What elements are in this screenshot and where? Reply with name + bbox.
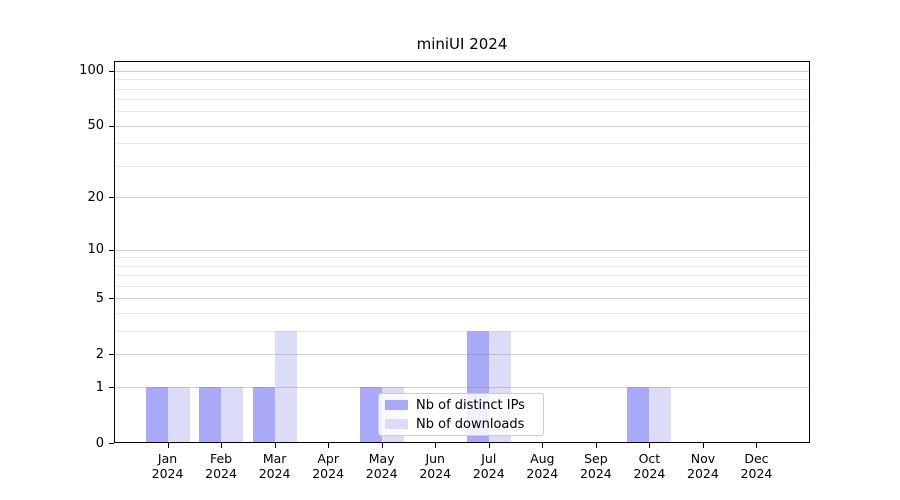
x-tick-label-apr: Apr 2024 [298,451,358,481]
y-tick-label-20: 20 [87,189,104,205]
gridline-40 [115,143,809,145]
y-tick-5 [109,298,114,300]
x-tick-mar [274,443,276,448]
x-tick-oct [649,443,651,448]
x-tick-year: 2024 [205,466,237,481]
y-tick-label-50: 50 [87,118,104,134]
x-tick-label-dec: Dec 2024 [726,451,786,481]
x-tick-year: 2024 [258,466,291,481]
gridline-60 [115,111,809,113]
gridline-6 [115,286,809,288]
legend-swatch-downloads [385,419,408,429]
legend-item-downloads: Nb of downloads [385,417,537,432]
gridline-100 [115,70,809,72]
x-tick-label-sep: Sep 2024 [566,451,626,481]
x-tick-label-oct: Oct 2024 [619,451,679,481]
gridline-2 [115,354,809,356]
bar-nb-of-downloads-jan [167,387,190,443]
x-tick-year: 2024 [151,466,184,481]
y-tick-1 [109,387,114,389]
y-tick-2 [109,354,114,356]
gridline-1 [115,387,809,389]
bar-nb-of-distinct-ips-may [359,387,382,443]
x-tick-jul [488,443,490,448]
y-tick-label-100: 100 [79,63,104,79]
y-tick-label-1: 1 [95,379,104,395]
bar-nb-of-distinct-ips-feb [199,387,222,443]
legend-label-downloads: Nb of downloads [416,416,525,432]
x-tick-dec [756,443,758,448]
gridline-30 [115,166,809,168]
legend: Nb of distinct IPs Nb of downloads [378,393,544,436]
x-tick-year: 2024 [740,466,773,481]
x-tick-label-may: May 2024 [352,451,412,481]
x-tick-year: 2024 [526,466,559,481]
y-tick-0 [109,443,114,444]
x-tick-nov [702,443,704,448]
chart-title: miniUI 2024 [416,35,508,53]
legend-item-distinct-ips: Nb of distinct IPs [385,398,537,413]
x-tick-label-jul: Jul 2024 [459,451,519,481]
x-tick-sep [595,443,597,448]
gridline-80 [115,88,809,90]
x-tick-label-aug: Aug 2024 [512,451,572,481]
bar-nb-of-distinct-ips-jan [145,387,168,443]
y-tick-100 [109,70,114,72]
gridline-50 [115,125,809,127]
x-tick-may [381,443,383,448]
gridline-3 [115,331,809,333]
x-tick-label-mar: Mar 2024 [245,451,305,481]
plot-border [114,61,810,443]
gridline-4 [115,313,809,315]
x-tick-year: 2024 [579,466,612,481]
y-tick-20 [109,197,114,199]
x-tick-year: 2024 [472,466,505,481]
y-tick-label-0: 0 [95,435,104,451]
y-tick-10 [109,249,114,251]
x-tick-aug [542,443,544,448]
x-tick-label-jun: Jun 2024 [405,451,465,481]
bar-nb-of-distinct-ips-oct [627,387,650,443]
x-tick-label-nov: Nov 2024 [673,451,733,481]
x-tick-feb [221,443,223,448]
gridline-9 [115,257,809,259]
gridline-10 [115,249,809,251]
gridline-20 [115,197,809,199]
gridline-8 [115,265,809,267]
x-tick-year: 2024 [633,466,666,481]
legend-label-distinct-ips: Nb of distinct IPs [416,397,525,413]
x-tick-label-jan: Jan 2024 [138,451,198,481]
x-tick-jan [167,443,169,448]
bar-nb-of-distinct-ips-mar [252,387,275,443]
legend-swatch-distinct-ips [385,400,408,410]
gridline-90 [115,79,809,81]
y-tick-label-2: 2 [95,346,104,362]
x-tick-year: 2024 [365,466,398,481]
x-tick-jun [435,443,437,448]
gridline-7 [115,275,809,277]
x-tick-year: 2024 [687,466,719,481]
bar-nb-of-downloads-oct [649,387,672,443]
bar-nb-of-downloads-mar [274,331,297,443]
gridline-5 [115,298,809,300]
y-tick-label-5: 5 [95,290,104,306]
x-tick-apr [328,443,330,448]
x-tick-year: 2024 [312,466,345,481]
y-tick-label-10: 10 [87,242,104,258]
x-tick-label-feb: Feb 2024 [191,451,251,481]
bar-nb-of-downloads-feb [221,387,244,443]
gridline-70 [115,99,809,101]
y-tick-50 [109,125,114,127]
x-tick-year: 2024 [419,466,452,481]
